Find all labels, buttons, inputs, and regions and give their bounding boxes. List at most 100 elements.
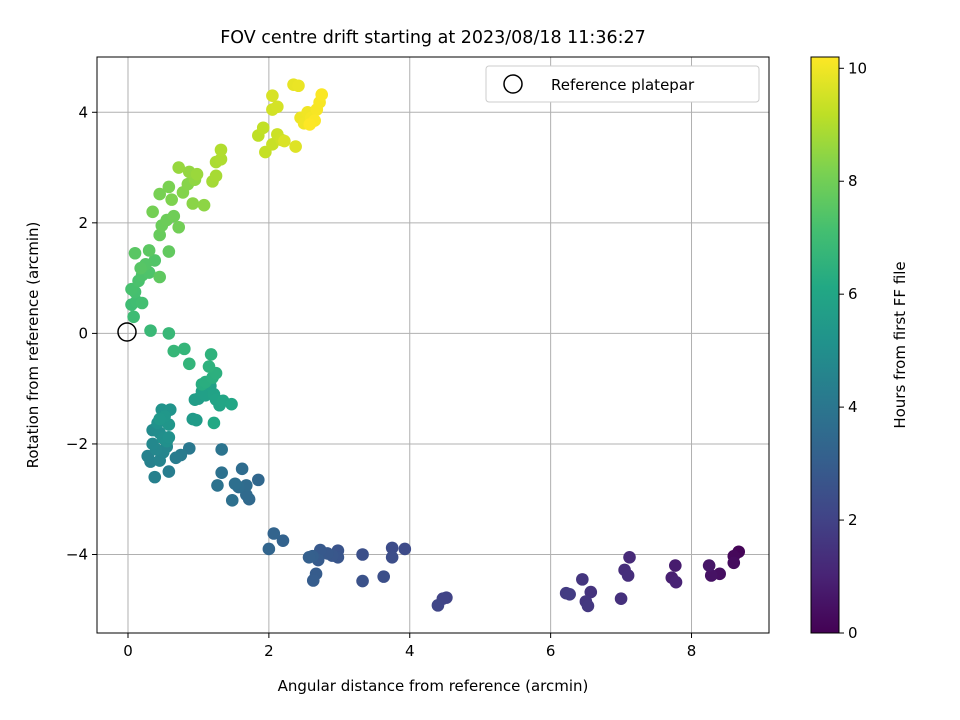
y-tick-label: 4 [78, 103, 88, 121]
scatter-point [276, 534, 290, 547]
scatter-point [431, 599, 445, 612]
scatter-point [190, 413, 203, 427]
scatter-point [215, 443, 228, 456]
legend-box [485, 65, 760, 103]
scatter-point [240, 488, 253, 502]
scatter-point [209, 169, 223, 183]
scatter-point [315, 88, 329, 101]
scatter-point [267, 527, 281, 540]
scatter-point [356, 548, 369, 561]
colorbar-tick-label: 4 [848, 398, 858, 416]
chart-title: FOV centre drift starting at 2023/08/18 … [220, 28, 646, 48]
scatter-point [148, 470, 162, 484]
scatter-point [207, 416, 221, 430]
scatter-point [202, 360, 216, 373]
scatter-point [127, 310, 140, 324]
scatter-point [153, 187, 166, 201]
scatter-point [584, 585, 598, 599]
grid-lines [97, 57, 769, 633]
scatter-point [377, 570, 390, 583]
colorbar-tick-label: 2 [848, 511, 858, 529]
scatter-point [153, 412, 166, 426]
x-tick-label: 0 [123, 642, 133, 660]
scatter-point [215, 466, 228, 479]
scatter-point [162, 431, 176, 444]
colorbar-ticks: 0 2 4 6 8 10 [839, 59, 867, 642]
scatter-point [271, 100, 284, 114]
scatter-point [563, 588, 576, 601]
scatter-point [356, 574, 369, 588]
scatter-point [214, 143, 228, 157]
x-tick-label: 2 [264, 642, 274, 660]
scatter-point [182, 442, 196, 455]
scatter-point [266, 89, 279, 102]
scatter-point [182, 357, 196, 371]
scatter-point [228, 477, 242, 491]
scatter-point [162, 465, 176, 478]
colorbar [810, 56, 840, 634]
x-tick-label: 6 [546, 642, 556, 660]
x-axis-ticks: 0 2 4 6 8 [123, 633, 696, 660]
y-tick-label: −4 [66, 546, 88, 564]
scatter-point [165, 193, 178, 206]
colorbar-tick-label: 0 [848, 624, 858, 642]
y-axis-ticks: −4 −2 0 2 4 [66, 103, 97, 564]
plot-frame [96, 56, 770, 634]
scatter-point [141, 449, 155, 463]
scatter-point [167, 344, 181, 358]
scatter-point [302, 550, 316, 564]
scatter-point [303, 118, 317, 131]
y-tick-label: −2 [66, 435, 88, 453]
scatter-point [385, 550, 399, 564]
scatter-point [162, 245, 176, 258]
scatter-point [306, 574, 320, 587]
y-tick-label: 2 [78, 214, 88, 232]
scatter-point [153, 270, 166, 284]
scatter-point [252, 473, 265, 487]
scatter-point [167, 209, 181, 223]
scatter-point [135, 296, 149, 310]
scatter-point [190, 167, 204, 181]
scatter-point [153, 228, 166, 242]
scatter-point [172, 161, 186, 174]
scatter-point [235, 462, 249, 476]
colorbar-tick-label: 6 [848, 285, 858, 303]
scatter-point [727, 556, 741, 570]
scatter-point [623, 550, 636, 564]
y-tick-label: 0 [78, 324, 88, 342]
scatter-point [197, 198, 211, 212]
scatter-point [162, 327, 176, 340]
scatter-point [214, 152, 228, 166]
scatter-point [162, 180, 176, 194]
x-tick-label: 4 [405, 642, 415, 660]
legend-label: Reference platepar [551, 76, 695, 94]
colorbar-tick-label: 10 [848, 59, 867, 77]
scatter-point [289, 140, 302, 153]
scatter-point [621, 569, 635, 582]
scatter-point [669, 559, 682, 572]
scatter-point [576, 573, 589, 586]
scatter-point [614, 592, 628, 606]
colorbar-tick-label: 8 [848, 172, 858, 190]
y-axis-label: Rotation from reference (arcmin) [24, 222, 42, 469]
reference-platepar-marker [117, 322, 137, 342]
scatter-point [398, 542, 412, 556]
scatter-point [204, 348, 218, 361]
colorbar-label: Hours from first FF file [891, 261, 909, 428]
x-tick-label: 8 [687, 642, 697, 660]
scatter-point [704, 569, 718, 582]
scatter-point [211, 479, 224, 492]
x-axis-label: Angular distance from reference (arcmin) [278, 677, 589, 695]
scatter-point [178, 342, 191, 356]
scatter-point [702, 559, 716, 572]
scatter-point [292, 79, 305, 93]
scatter-point [169, 451, 183, 465]
scatter-point [225, 494, 239, 507]
legend: Reference platepar [485, 65, 760, 103]
scatter-point [125, 282, 138, 296]
scatter-point [669, 575, 683, 589]
scatter-point [256, 121, 270, 135]
scatter-point [581, 599, 595, 613]
scatter-point [144, 324, 157, 337]
